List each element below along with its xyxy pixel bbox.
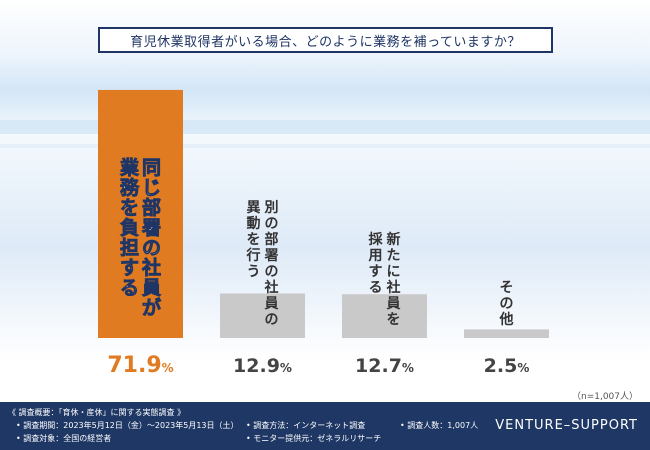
category-label-3: に [387,264,401,280]
category-label-3: る [369,280,383,296]
category-label-1: を [120,197,139,219]
category-label-2: う [247,264,261,280]
category-label-4: そ [500,280,514,296]
category-label-3: 社 [386,279,401,296]
category-label-3: を [387,312,401,328]
bar-3 [342,294,427,338]
category-label-2: 員 [264,296,279,312]
category-label-2: の [265,312,279,328]
category-label-3: 員 [386,296,401,312]
sample-size-note: （n=1,007人） [571,392,638,402]
survey-overview: 《 調査概要：「育休・産休」に関する実態調査 》 [8,408,186,417]
category-label-2: 署 [264,248,279,264]
category-label-2: 異 [247,200,261,216]
survey-method: • 調査方法：インターネット調査 [246,421,366,430]
monitor-provider: • モニター提供元：ゼネラルリサーチ [246,434,382,443]
bar-1 [98,89,183,338]
value-label-1: 71.9% [107,353,173,378]
category-label-1: 担 [120,236,139,259]
category-label-1: 社 [141,256,161,279]
value-label-4: 2.5% [484,355,530,377]
category-label-2: を [247,232,261,248]
category-label-2: 行 [246,247,261,264]
category-label-2: 別 [264,200,279,216]
category-label-2: の [265,264,279,280]
category-label-1: 同 [142,157,161,179]
category-label-3: た [387,248,401,264]
value-label-3: 12.7% [355,355,414,377]
category-label-1: る [120,277,139,299]
category-label-4: の [500,296,514,312]
category-label-1: 員 [142,277,161,299]
brand-logo: VENTURE–SUPPORT [495,418,638,433]
bar-chart: 同じ部署の社員が業務を負担する71.9%別の部署の社員の異動を行う12.9%新た… [98,89,549,378]
survey-count: • 調査人数：1,007人 [400,421,479,430]
category-label-1: 業 [119,156,140,179]
survey-footer: 《 調査概要：「育休・産休」に関する実態調査 》 • 調査期間：2023年5月1… [0,402,650,450]
category-label-1: 署 [142,217,161,239]
category-label-1: 部 [142,196,161,219]
category-label-4: 他 [499,311,514,328]
category-label-3: す [369,264,383,280]
category-label-2: 動 [247,215,261,232]
chart-title: 育児休業取得者がいる場合、どのように業務を補っていますか？ [98,27,553,53]
survey-period: • 調査期間：2023年5月12日（金）〜2023年5月13日（土） [16,421,239,430]
bar-4 [464,329,549,338]
category-label-2: 部 [265,231,279,248]
category-label-1: 務 [120,176,140,199]
category-label-3: 採 [369,231,384,248]
category-label-1: が [142,296,161,319]
category-label-3: 新 [387,231,401,248]
category-label-2: の [265,216,279,232]
value-label-2: 12.9% [233,355,292,377]
survey-target: • 調査対象：全国の経営者 [16,434,112,443]
bar-2 [220,293,305,338]
category-label-1: じ [142,177,161,199]
category-label-1: 負 [120,216,139,239]
category-label-1: す [120,257,139,279]
category-label-2: 社 [264,279,279,296]
category-label-3: 用 [369,248,383,264]
category-label-1: の [142,237,161,259]
